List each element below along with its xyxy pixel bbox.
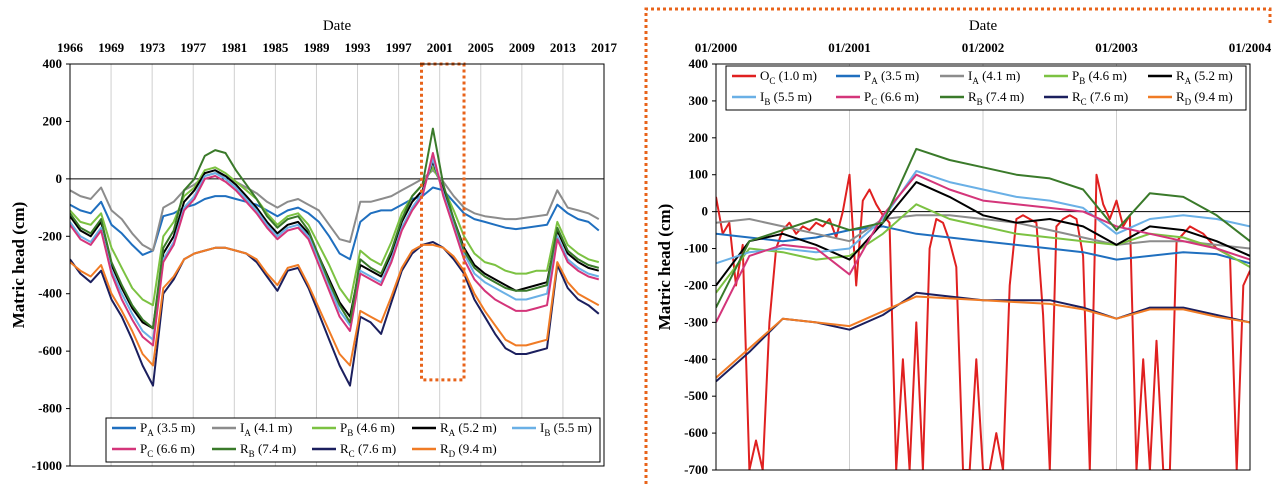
- series-line: [70, 127, 600, 330]
- y-tick-label: 300: [689, 93, 709, 108]
- y-axis-title: Matric head (cm): [9, 202, 28, 329]
- legend-label: RA (5.2 m): [1176, 68, 1233, 86]
- x-tick-label: 01/2003: [1095, 40, 1138, 55]
- x-tick-label: 1969: [98, 40, 125, 55]
- y-tick-label: 400: [43, 56, 63, 71]
- y-tick-label: -600: [38, 343, 62, 358]
- y-tick-label: 400: [689, 56, 709, 71]
- y-tick-label: 0: [702, 204, 709, 219]
- series-line: [70, 186, 600, 261]
- y-tick-label: -300: [684, 314, 708, 329]
- series-line: [70, 169, 600, 252]
- x-axis-title: Date: [969, 18, 998, 34]
- y-tick-label: -400: [38, 286, 62, 301]
- plot-frame: [69, 63, 605, 467]
- legend-label: IB (5.5 m): [540, 420, 592, 438]
- x-tick-label: 1977: [180, 40, 207, 55]
- y-tick-label: -400: [684, 351, 708, 366]
- series-line: [716, 173, 1250, 323]
- legend-label: PB (4.6 m): [340, 420, 395, 438]
- x-tick-label: 01/2000: [695, 40, 738, 55]
- y-tick-label: -100: [684, 241, 708, 256]
- y-tick-label: 100: [689, 167, 709, 182]
- x-tick-label: 01/2004: [1229, 40, 1272, 55]
- legend-label: RB (7.4 m): [240, 441, 296, 459]
- legend-label: PA (3.5 m): [140, 420, 195, 438]
- y-tick-label: -1000: [32, 458, 62, 473]
- legend-label: OC (1.0 m): [760, 68, 817, 86]
- y-tick-label: 200: [689, 130, 709, 145]
- legend-label: PB (4.6 m): [1072, 68, 1127, 86]
- y-axis-title: Matric head (cm): [655, 204, 674, 331]
- legend-label: RC (7.6 m): [1072, 89, 1128, 107]
- series-line: [716, 214, 1250, 250]
- series-line: [716, 295, 1250, 379]
- x-tick-label: 1966: [57, 40, 84, 55]
- x-tick-label: 1989: [303, 40, 330, 55]
- legend-label: RB (7.4 m): [968, 89, 1024, 107]
- legend-label: RD (9.4 m): [440, 441, 497, 459]
- x-tick-label: 1997: [386, 40, 413, 55]
- legend: PA (3.5 m) IA (4.1 m) PB (4.6 m) RA (5.2 m)…: [105, 417, 601, 463]
- y-tick-label: -700: [684, 462, 708, 477]
- y-tick-label: 200: [43, 113, 63, 128]
- plot-frame: [715, 63, 1251, 471]
- x-tick-label: 2001: [427, 40, 453, 55]
- left-chart-panel: 1966 1969 1973 1977 1981 1985 1989 1993 1997 2001…: [9, 18, 618, 473]
- x-tick-label: 1973: [139, 40, 166, 55]
- y-tick-label: -600: [684, 425, 708, 440]
- x-tick-label: 01/2002: [962, 40, 1005, 55]
- legend-label: PC (6.6 m): [864, 89, 919, 107]
- legend-label: IB (5.5 m): [760, 89, 812, 107]
- y-tick-label: 0: [56, 171, 63, 186]
- x-tick-label: 1981: [221, 40, 247, 55]
- series-line: [716, 225, 1250, 265]
- x-tick-label: 01/2001: [828, 40, 871, 55]
- series-line: [70, 241, 600, 387]
- legend-label: IA (4.1 m): [240, 420, 292, 438]
- highlight-box: [420, 62, 466, 382]
- x-tick-label: 1985: [262, 40, 289, 55]
- y-tick-label: -200: [38, 228, 62, 243]
- legend-label: IA (4.1 m): [968, 68, 1020, 86]
- y-tick-label: -500: [684, 388, 708, 403]
- series-line: [716, 203, 1250, 294]
- series-line: [716, 173, 1250, 470]
- series-line: [716, 147, 1250, 309]
- series-line: [716, 170, 1250, 265]
- series-line: [70, 243, 600, 367]
- series-group: [70, 127, 600, 387]
- inset-frame: [644, 7, 1272, 484]
- legend-label: RD (9.4 m): [1176, 89, 1233, 107]
- legend-label: RA (5.2 m): [440, 420, 497, 438]
- x-tick-label: 2005: [468, 40, 495, 55]
- legend: OC (1.0 m) PA (3.5 m) IA (4.1 m) PB (4.6 m)…: [725, 65, 1247, 111]
- legend-box: [725, 65, 1247, 111]
- right-chart-panel: 01/2000 01/2001 01/2002 01/2003 01/2004 Date 4…: [644, 7, 1272, 484]
- x-tick-label: 1993: [345, 40, 372, 55]
- y-tick-label: -200: [684, 277, 708, 292]
- series-line: [716, 181, 1250, 287]
- legend-label: PC (6.6 m): [140, 441, 195, 459]
- x-tick-label: 2013: [550, 40, 577, 55]
- series-line: [70, 166, 600, 307]
- legend-label: RC (7.6 m): [340, 441, 396, 459]
- x-tick-label: 2009: [509, 40, 536, 55]
- x-axis-title: Date: [323, 18, 352, 34]
- legend-box: [105, 417, 601, 463]
- series-line: [70, 152, 600, 347]
- series-group: [716, 147, 1250, 470]
- y-tick-label: -800: [38, 401, 62, 416]
- legend-label: PA (3.5 m): [864, 68, 919, 86]
- x-tick-label: 2017: [591, 40, 618, 55]
